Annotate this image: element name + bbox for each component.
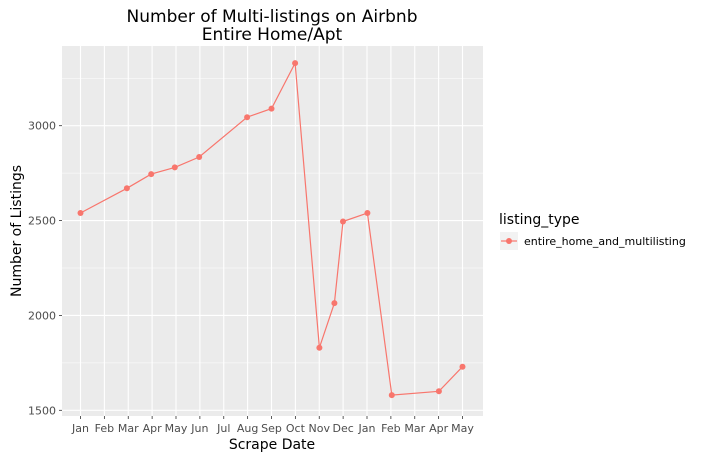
data-point xyxy=(340,218,346,225)
x-tick-label: Mar xyxy=(404,422,425,435)
x-tick-label: May xyxy=(451,422,474,435)
data-point xyxy=(77,210,84,216)
x-tick-label: Aug xyxy=(237,422,258,435)
x-tick-label: Jun xyxy=(190,422,208,435)
data-point xyxy=(459,363,466,370)
x-tick-label: Oct xyxy=(286,422,306,435)
data-point xyxy=(435,388,442,395)
data-point xyxy=(388,392,395,399)
data-point xyxy=(244,114,251,121)
x-tick-label: Jan xyxy=(71,422,89,435)
x-tick-label: Dec xyxy=(332,422,353,435)
y-axis: 1500 2000 2500 3000 xyxy=(28,120,62,417)
data-point xyxy=(331,300,338,307)
x-tick-label: Apr xyxy=(429,422,449,435)
data-point xyxy=(268,105,275,112)
series-group xyxy=(77,60,466,399)
grid-minor-y xyxy=(62,77,483,364)
x-tick-label: May xyxy=(165,422,188,435)
data-point xyxy=(292,60,299,67)
data-point xyxy=(364,210,371,216)
plot-panel xyxy=(62,46,483,416)
x-tick-label: Sep xyxy=(261,422,282,435)
y-tick-label: 1500 xyxy=(28,404,56,417)
x-tick-label: Mar xyxy=(118,422,139,435)
legend-title: listing_type xyxy=(499,212,580,228)
x-tick-label: Jan xyxy=(358,422,376,435)
data-point xyxy=(171,164,178,171)
grid-major-x xyxy=(79,46,464,416)
legend: listing_type entire_home_and_multilistin… xyxy=(499,212,686,250)
y-tick-label: 2500 xyxy=(28,215,56,228)
chart-subtitle: Entire Home/Apt xyxy=(202,25,343,45)
data-point xyxy=(123,185,130,192)
x-axis: Jan Feb Mar Apr May Jun Jul Aug Sep Oct Nov Dec Jan F… xyxy=(71,416,474,435)
x-axis-title: Scrape Date xyxy=(229,437,315,453)
legend-key-point xyxy=(506,238,512,244)
y-tick-label: 3000 xyxy=(28,120,56,133)
y-tick-label: 2000 xyxy=(28,309,56,322)
x-tick-label: Nov xyxy=(309,422,331,435)
x-tick-label: Jul xyxy=(216,422,230,435)
data-point xyxy=(316,344,323,351)
legend-label: entire_home_and_multilisting xyxy=(524,235,686,248)
grid-major-y xyxy=(62,125,483,411)
data-point xyxy=(148,171,155,178)
y-axis-title: Number of Listings xyxy=(9,165,25,297)
data-point xyxy=(196,154,203,160)
x-tick-label: Apr xyxy=(143,422,163,435)
chart-title: Number of Multi-listings on Airbnb xyxy=(127,7,418,27)
x-tick-label: Feb xyxy=(95,422,114,435)
x-tick-label: Feb xyxy=(381,422,400,435)
